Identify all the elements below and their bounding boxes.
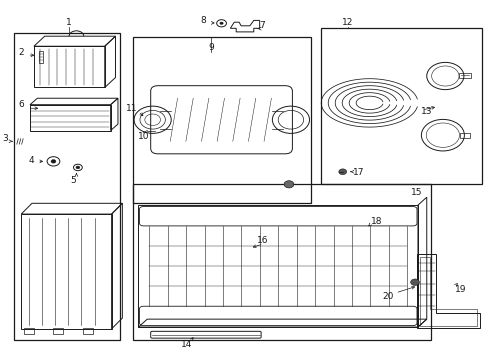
Circle shape: [284, 181, 294, 188]
Text: 14: 14: [181, 340, 192, 349]
Text: 1: 1: [66, 18, 72, 27]
Text: 18: 18: [371, 217, 383, 226]
Circle shape: [220, 22, 223, 25]
Text: 9: 9: [208, 43, 214, 52]
Text: 15: 15: [411, 188, 423, 197]
Text: 5: 5: [70, 176, 76, 185]
Bar: [21, 214, 112, 329]
Text: 2: 2: [19, 48, 24, 57]
Bar: [53, 328, 63, 334]
Text: 19: 19: [455, 285, 466, 294]
Text: 3: 3: [3, 134, 8, 143]
Text: 12: 12: [342, 18, 353, 27]
Bar: [139, 205, 418, 327]
Bar: [39, 50, 43, 63]
Text: 17: 17: [352, 168, 364, 177]
Circle shape: [76, 166, 80, 169]
Circle shape: [339, 169, 346, 175]
Text: 13: 13: [421, 107, 432, 116]
Bar: [83, 328, 93, 334]
Bar: [460, 133, 470, 138]
Text: 20: 20: [383, 292, 394, 301]
Circle shape: [411, 279, 419, 285]
Text: 11: 11: [126, 104, 138, 113]
Text: 16: 16: [257, 237, 269, 246]
Text: 6: 6: [19, 100, 24, 109]
Bar: [34, 46, 105, 87]
Circle shape: [51, 159, 56, 163]
Text: 7: 7: [260, 21, 266, 30]
Bar: [24, 328, 34, 334]
Text: 4: 4: [28, 156, 34, 165]
Bar: [459, 73, 471, 78]
Text: 8: 8: [200, 16, 206, 25]
Text: 10: 10: [138, 132, 149, 141]
